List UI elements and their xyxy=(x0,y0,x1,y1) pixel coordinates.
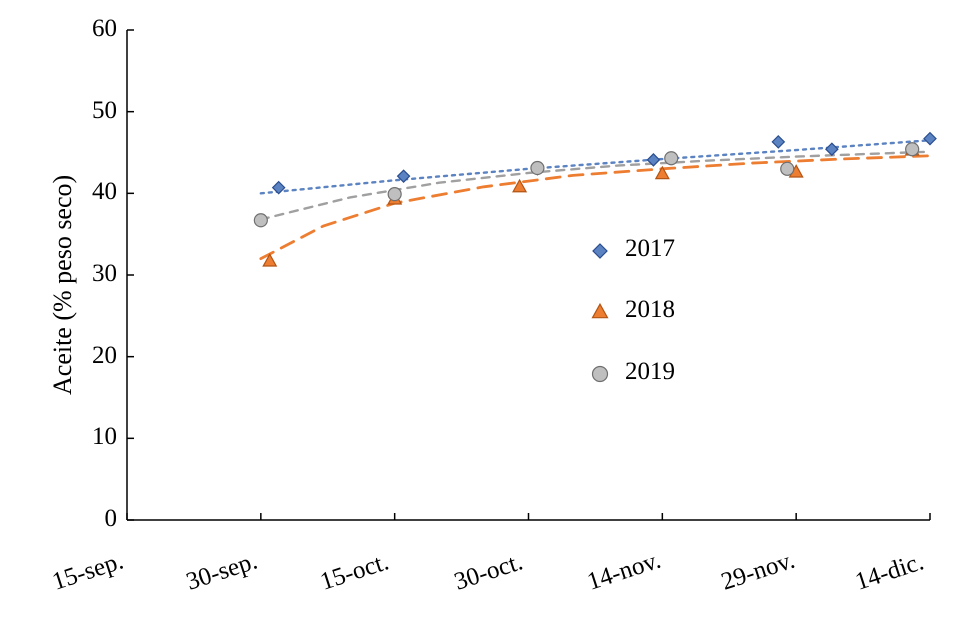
legend-marker-2019 xyxy=(593,367,608,382)
y-tick-label: 30 xyxy=(77,260,117,288)
legend-label-2017: 2017 xyxy=(625,235,675,263)
legend-marker-2018 xyxy=(593,304,608,318)
y-tick-label: 10 xyxy=(77,423,117,451)
trendline-2018 xyxy=(261,156,930,259)
y-tick-label: 60 xyxy=(77,15,117,43)
legend-label-2019: 2019 xyxy=(625,358,675,386)
chart-container: 15-sep.30-sep.15-oct.30-oct.14-nov.29-no… xyxy=(0,0,980,625)
series-2018 xyxy=(263,143,918,266)
y-axis-label: Aceite (% peso seco) xyxy=(48,175,78,395)
y-tick-label: 0 xyxy=(77,505,117,533)
y-tick-label: 50 xyxy=(77,97,117,125)
chart-svg xyxy=(0,0,980,625)
trendline-2019 xyxy=(261,152,930,220)
legend-marker-2017 xyxy=(593,244,607,258)
y-tick-label: 40 xyxy=(77,178,117,206)
legend-label-2018: 2018 xyxy=(625,296,675,324)
y-tick-label: 20 xyxy=(77,342,117,370)
